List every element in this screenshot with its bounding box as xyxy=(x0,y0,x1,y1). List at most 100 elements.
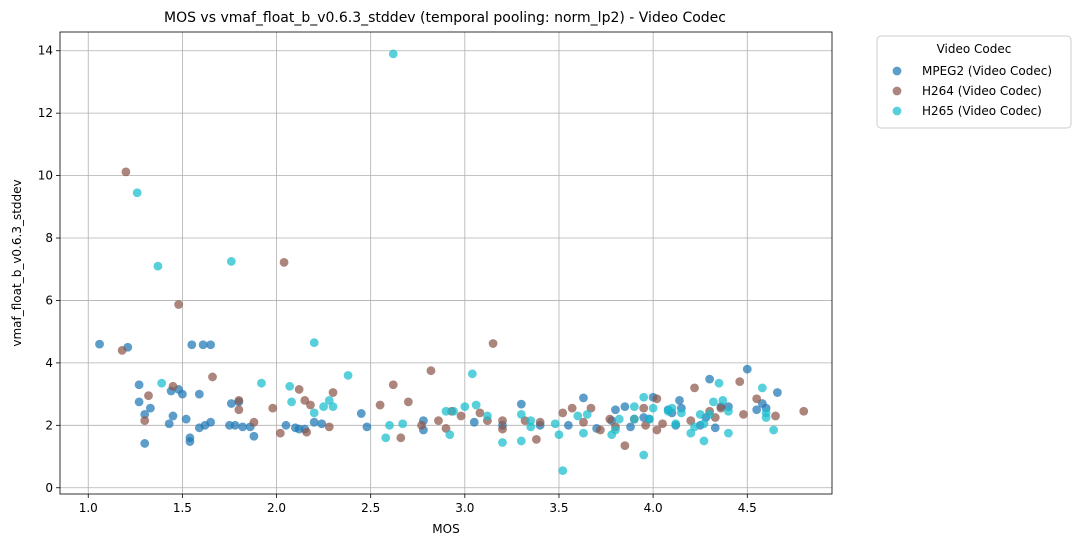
data-point xyxy=(620,441,630,451)
data-point xyxy=(356,409,366,418)
data-point xyxy=(516,399,526,409)
y-tick-label: 14 xyxy=(38,44,53,58)
data-point xyxy=(294,385,304,394)
data-point xyxy=(140,409,150,419)
data-point xyxy=(714,378,724,388)
data-point xyxy=(488,339,498,348)
data-point xyxy=(626,422,635,432)
data-point xyxy=(554,430,564,440)
data-point xyxy=(531,434,541,444)
chart-title: MOS vs vmaf_float_b_v0.6.3_stddev (tempo… xyxy=(164,10,726,26)
y-tick-label: 0 xyxy=(45,481,53,495)
y-tick-label: 8 xyxy=(45,231,53,245)
data-point xyxy=(699,436,709,446)
data-point xyxy=(675,395,684,405)
data-point xyxy=(498,424,507,434)
data-point xyxy=(724,428,733,438)
data-point xyxy=(799,406,809,416)
legend-marker xyxy=(892,66,902,76)
data-point xyxy=(475,408,485,418)
data-point xyxy=(417,420,426,430)
data-point xyxy=(328,388,338,397)
data-point xyxy=(614,414,624,424)
data-point xyxy=(168,411,178,421)
data-point xyxy=(761,413,771,422)
data-point xyxy=(306,400,315,410)
plot-frame xyxy=(59,31,833,495)
data-point xyxy=(705,409,715,419)
data-point xyxy=(611,425,620,435)
data-point xyxy=(234,395,244,405)
data-point xyxy=(287,397,296,407)
data-point xyxy=(467,369,477,379)
data-point xyxy=(695,409,705,419)
data-point xyxy=(238,422,248,432)
data-point xyxy=(187,340,197,350)
data-point xyxy=(281,420,291,430)
data-point xyxy=(385,420,394,430)
data-point xyxy=(174,300,184,309)
data-point xyxy=(285,381,295,391)
data-point xyxy=(667,403,677,413)
data-point xyxy=(699,419,709,429)
data-point xyxy=(690,422,699,432)
legend-label: MPEG2 (Video Codec) xyxy=(922,64,1052,78)
y-tick-label: 10 xyxy=(38,169,53,183)
data-point xyxy=(134,397,144,407)
legend-label: H265 (Video Codec) xyxy=(922,104,1042,118)
data-point xyxy=(772,388,782,397)
y-tick-label: 12 xyxy=(38,106,53,120)
data-point xyxy=(671,419,681,429)
data-point xyxy=(396,433,406,443)
data-point xyxy=(206,417,216,427)
data-point xyxy=(498,438,507,447)
data-point xyxy=(535,417,545,427)
data-point xyxy=(134,380,144,390)
data-point xyxy=(629,402,639,411)
data-point xyxy=(652,394,662,404)
data-point xyxy=(388,49,398,59)
data-point xyxy=(516,409,526,419)
data-point xyxy=(194,389,204,399)
data-point xyxy=(567,403,577,413)
data-point xyxy=(639,392,649,402)
data-point xyxy=(708,397,718,407)
data-point xyxy=(445,430,455,440)
data-point xyxy=(563,420,573,430)
data-point xyxy=(95,339,104,349)
data-point xyxy=(121,167,131,177)
x-tick-label: 4.0 xyxy=(644,501,663,515)
data-point xyxy=(226,399,236,408)
data-point xyxy=(739,409,748,419)
data-point xyxy=(398,419,408,429)
data-point xyxy=(620,402,630,411)
data-point xyxy=(456,411,466,421)
data-point xyxy=(388,380,398,390)
legend-items: MPEG2 (Video Codec) H264 (Video Codec) H26… xyxy=(892,64,1052,118)
data-point xyxy=(516,436,526,446)
data-point xyxy=(735,377,745,387)
x-tick-label: 1.0 xyxy=(79,501,98,515)
data-point xyxy=(639,450,649,460)
x-tick-label: 3.5 xyxy=(549,501,568,515)
data-point xyxy=(403,397,413,407)
data-point xyxy=(275,428,285,438)
data-point xyxy=(302,427,312,437)
data-point xyxy=(230,420,240,430)
data-point xyxy=(471,400,481,410)
data-point xyxy=(309,417,319,427)
data-point xyxy=(483,411,492,421)
legend-title: Video Codec xyxy=(937,42,1012,56)
x-tick-label: 3.0 xyxy=(455,501,474,515)
data-point xyxy=(558,466,568,475)
legend-label: H264 (Video Codec) xyxy=(922,84,1042,98)
y-tick-label: 6 xyxy=(45,293,53,307)
data-point xyxy=(579,393,588,403)
data-point xyxy=(249,431,259,441)
data-point xyxy=(611,405,620,415)
data-point xyxy=(381,433,391,443)
series-0 xyxy=(95,339,782,448)
data-point xyxy=(279,257,289,267)
data-point xyxy=(582,409,592,419)
